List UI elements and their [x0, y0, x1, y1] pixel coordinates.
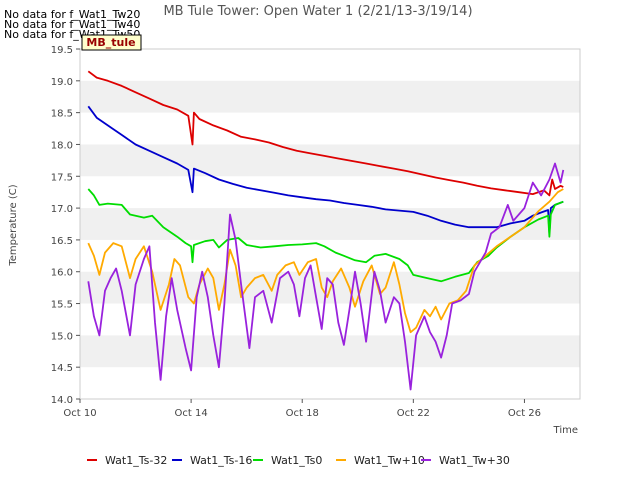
y-tick-label: 17.0 — [51, 204, 73, 215]
site-badge-box — [81, 34, 142, 51]
legend-label: Wat1_Tw+30 — [439, 454, 510, 467]
legend-label: Wat1_Ts-16 — [190, 454, 252, 467]
x-axis-label: Time — [553, 425, 578, 436]
y-tick-label: 15.5 — [51, 300, 73, 311]
chart-title: MB Tule Tower: Open Water 1 (2/21/13-3/1… — [163, 4, 472, 19]
legend-label: Wat1_Ts0 — [271, 454, 322, 467]
y-tick-label: 18.5 — [51, 109, 73, 120]
legend-label: Wat1_Tw+10 — [354, 454, 425, 467]
x-tick-label: Oct 14 — [175, 408, 208, 419]
series-layer — [87, 70, 565, 391]
grid-band — [80, 335, 580, 368]
y-axis-label: Temperature (C) — [8, 184, 19, 266]
series-line-Wat1_Ts-16 — [87, 105, 564, 235]
site-badge: MB_tule — [86, 36, 135, 49]
y-tick-label: 16.5 — [51, 236, 73, 247]
series-line-Wat1_Ts0 — [87, 188, 564, 283]
grid-band — [80, 144, 580, 177]
series-line-Wat1_Tw+10 — [87, 188, 564, 334]
grid-band — [80, 80, 580, 113]
x-tick-label: Oct 18 — [286, 408, 319, 419]
x-tick-label: Oct 26 — [508, 408, 541, 419]
y-tick-label: 18.0 — [51, 140, 73, 151]
series-line-Wat1_Ts-32 — [87, 70, 564, 197]
nodata-note-1: No data for f_Wat1_Tw20 — [4, 8, 140, 21]
series-line-Wat1_Tw+30 — [87, 162, 565, 391]
plot-background-bands — [80, 49, 580, 399]
y-axis: 14.0 14.5 15.0 15.5 16.0 16.5 17.0 17.5 18.0 18.5… — [51, 45, 80, 406]
grid-band — [80, 208, 580, 240]
y-tick-label: 16.0 — [51, 268, 73, 279]
x-tick-label: Oct 10 — [63, 408, 96, 419]
y-tick-label: 14.5 — [51, 363, 73, 374]
nodata-note-2: No data for f_Wat1_Tw40 — [4, 18, 140, 31]
y-tick-label: 14.0 — [51, 395, 73, 406]
legend-label: Wat1_Ts-32 — [105, 454, 167, 467]
y-tick-label: 19.5 — [51, 45, 73, 56]
legend: Wat1_Ts-32 Wat1_Ts-16 Wat1_Ts0 Wat1_Tw+10 Wa… — [87, 454, 510, 467]
plot-frame — [79, 48, 581, 400]
x-axis: Oct 10 Oct 14 Oct 18 Oct 22 Oct 26 — [63, 399, 541, 419]
y-tick-label: 15.0 — [51, 331, 73, 342]
y-tick-label: 17.5 — [51, 172, 73, 183]
y-tick-label: 19.0 — [51, 77, 73, 88]
x-tick-label: Oct 22 — [397, 408, 430, 419]
